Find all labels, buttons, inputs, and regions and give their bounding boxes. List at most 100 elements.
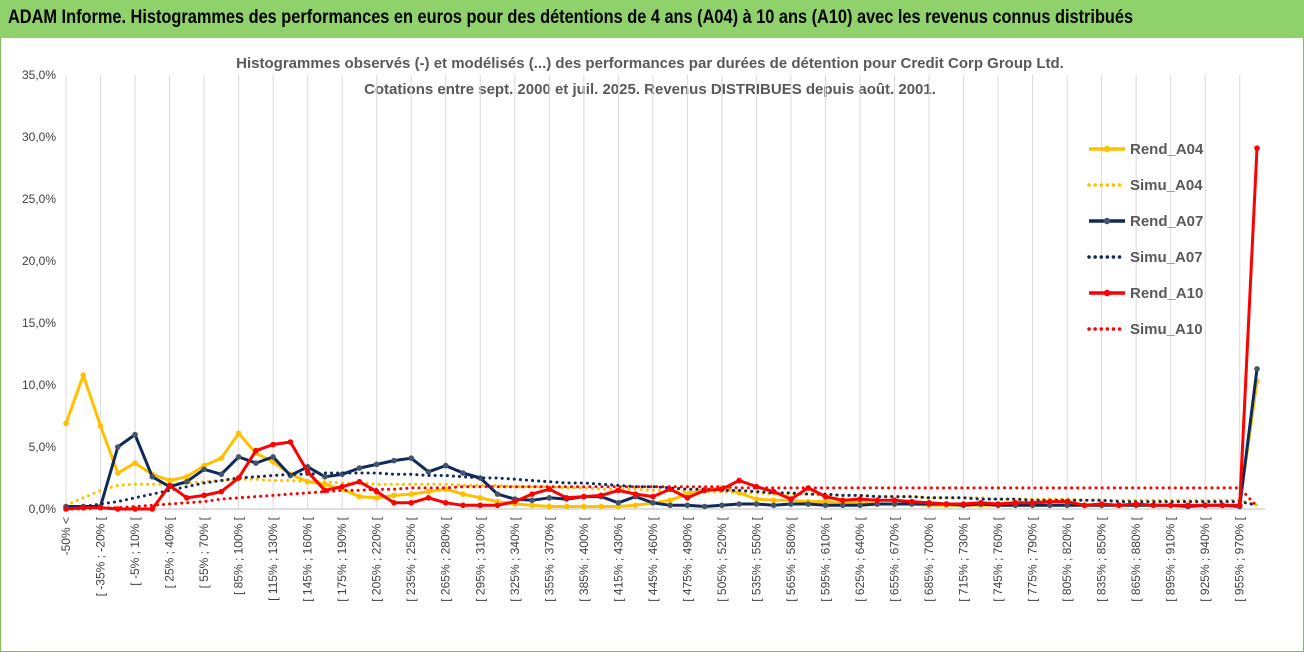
data-point-rend-a04: [632, 502, 639, 509]
x-tick-label: [ 115% ; 130% [: [266, 516, 280, 600]
data-point-rend-a10: [1254, 145, 1260, 151]
data-point-rend-a10: [235, 475, 242, 481]
series-line-simu-a07: [64, 471, 1259, 510]
data-point-rend-a07: [667, 502, 673, 509]
data-point-rend-a10: [615, 487, 622, 494]
data-point-rend-a04: [356, 493, 363, 500]
x-axis: -50% < [ -35% ; -20% [[ -5% ; 10% [[ 25% …: [59, 516, 1247, 601]
data-point-rend-a07: [132, 431, 138, 438]
data-point-rend-a07: [235, 454, 242, 460]
x-tick-label: [ 325% ; 340% [: [508, 516, 522, 601]
x-tick-label: [ 565% ; 580% [: [784, 516, 798, 601]
data-point-rend-a10: [356, 478, 363, 485]
data-point-rend-a10: [511, 498, 518, 505]
legend-label-rend-a10: Rend_A10: [1130, 285, 1203, 302]
data-point-rend-a10: [166, 482, 173, 489]
data-point-rend-a04: [184, 473, 190, 480]
data-point-rend-a10: [408, 500, 415, 506]
y-tick-label: 5,0%: [29, 440, 57, 454]
data-point-rend-a04: [667, 497, 673, 504]
data-point-rend-a10: [978, 500, 984, 506]
legend-label-simu-a10: Simu_A10: [1130, 321, 1203, 338]
legend-marker-rend-a10: [1103, 289, 1111, 297]
data-point-rend-a10: [632, 491, 639, 497]
x-tick-label: [ 895% ; 910% [: [1164, 516, 1178, 601]
data-point-rend-a04: [218, 455, 225, 461]
data-point-rend-a10: [304, 469, 311, 475]
data-point-rend-a07: [529, 497, 535, 504]
data-point-rend-a07: [857, 502, 863, 509]
x-tick-label: [ 715% ; 730% [: [957, 516, 971, 601]
series-line-rend-a10: [65, 148, 1259, 511]
data-point-rend-a10: [822, 493, 829, 500]
data-point-rend-a10: [598, 492, 604, 499]
y-tick-label: 10,0%: [22, 378, 56, 392]
data-point-rend-a07: [788, 501, 794, 507]
data-point-rend-a07: [701, 503, 708, 510]
data-point-rend-a04: [408, 491, 415, 497]
x-tick-label: [ 625% ; 640% [: [853, 516, 867, 601]
data-point-rend-a10: [1167, 502, 1174, 509]
data-point-rend-a10: [1133, 501, 1139, 507]
data-point-rend-a07: [184, 478, 190, 485]
data-point-rend-a10: [201, 492, 207, 499]
x-tick-label: [ 265% ; 280% [: [439, 516, 453, 601]
data-point-rend-a07: [477, 475, 484, 481]
data-point-rend-a04: [598, 503, 604, 510]
legend-marker-rend-a07: [1103, 217, 1111, 225]
data-point-rend-a04: [132, 460, 138, 466]
y-tick-label: 20,0%: [22, 254, 56, 268]
data-point-rend-a04: [770, 497, 777, 504]
data-point-rend-a07: [442, 462, 449, 469]
data-point-rend-a10: [218, 488, 225, 495]
y-axis: 0,0% 5,0% 10,0% 15,0% 20,0% 25,0% 30,0% 35,0%: [22, 68, 56, 516]
series-line-simu-a10: [64, 485, 1259, 511]
y-tick-label: 0,0%: [29, 502, 57, 516]
x-tick-label: -50% <: [59, 517, 73, 555]
y-tick-label: 30,0%: [22, 130, 56, 144]
x-tick-label: [ 55% ; 70% [: [197, 516, 211, 588]
data-point-rend-a10: [1064, 498, 1070, 505]
data-point-rend-a10: [339, 483, 345, 490]
data-point-rend-a10: [1081, 502, 1088, 509]
data-point-rend-a10: [97, 504, 104, 511]
data-point-rend-a04: [477, 495, 484, 501]
legend-label-simu-a04: Simu_A04: [1130, 177, 1203, 194]
data-point-rend-a07: [114, 444, 121, 450]
data-point-rend-a10: [184, 495, 190, 501]
series-line-simu-a04: [64, 477, 1259, 507]
data-point-rend-a07: [719, 502, 725, 509]
legend: Rend_A04 Simu_A04 Rend_A07 Simu_A07 Rend_A10…: [1087, 141, 1204, 338]
data-point-rend-a07: [218, 471, 225, 478]
data-point-rend-a04: [529, 502, 535, 509]
data-point-rend-a07: [822, 502, 829, 509]
data-point-rend-a07: [770, 502, 777, 509]
x-tick-label: [ 295% ; 310% [: [473, 516, 487, 601]
data-point-rend-a10: [650, 493, 656, 500]
data-point-rend-a10: [287, 439, 294, 445]
data-point-rend-a07: [356, 465, 363, 471]
data-point-rend-a07: [425, 469, 432, 475]
data-point-rend-a10: [736, 477, 742, 484]
data-point-rend-a10: [1236, 502, 1243, 509]
data-point-rend-a07: [149, 473, 156, 480]
x-tick-label: [ 175% ; 190% [: [335, 516, 349, 601]
data-point-rend-a10: [425, 495, 432, 501]
data-point-rend-a10: [908, 498, 915, 505]
data-point-rend-a10: [839, 497, 846, 504]
data-point-rend-a07: [753, 501, 760, 507]
data-point-rend-a07: [839, 502, 846, 509]
legend-label-simu-a07: Simu_A07: [1130, 249, 1203, 266]
legend-label-rend-a04: Rend_A04: [1130, 141, 1204, 158]
data-point-rend-a10: [770, 488, 777, 495]
series-line-rend-a07: [66, 368, 1259, 508]
data-point-rend-a04: [114, 470, 121, 476]
data-point-rend-a07: [460, 470, 466, 476]
data-point-rend-a10: [1202, 502, 1209, 509]
x-tick-label: [ 595% ; 610% [: [818, 516, 832, 601]
data-point-rend-a10: [926, 500, 932, 506]
data-point-rend-a07: [1254, 366, 1260, 372]
data-point-rend-a10: [1219, 502, 1226, 509]
data-point-rend-a04: [581, 503, 587, 510]
